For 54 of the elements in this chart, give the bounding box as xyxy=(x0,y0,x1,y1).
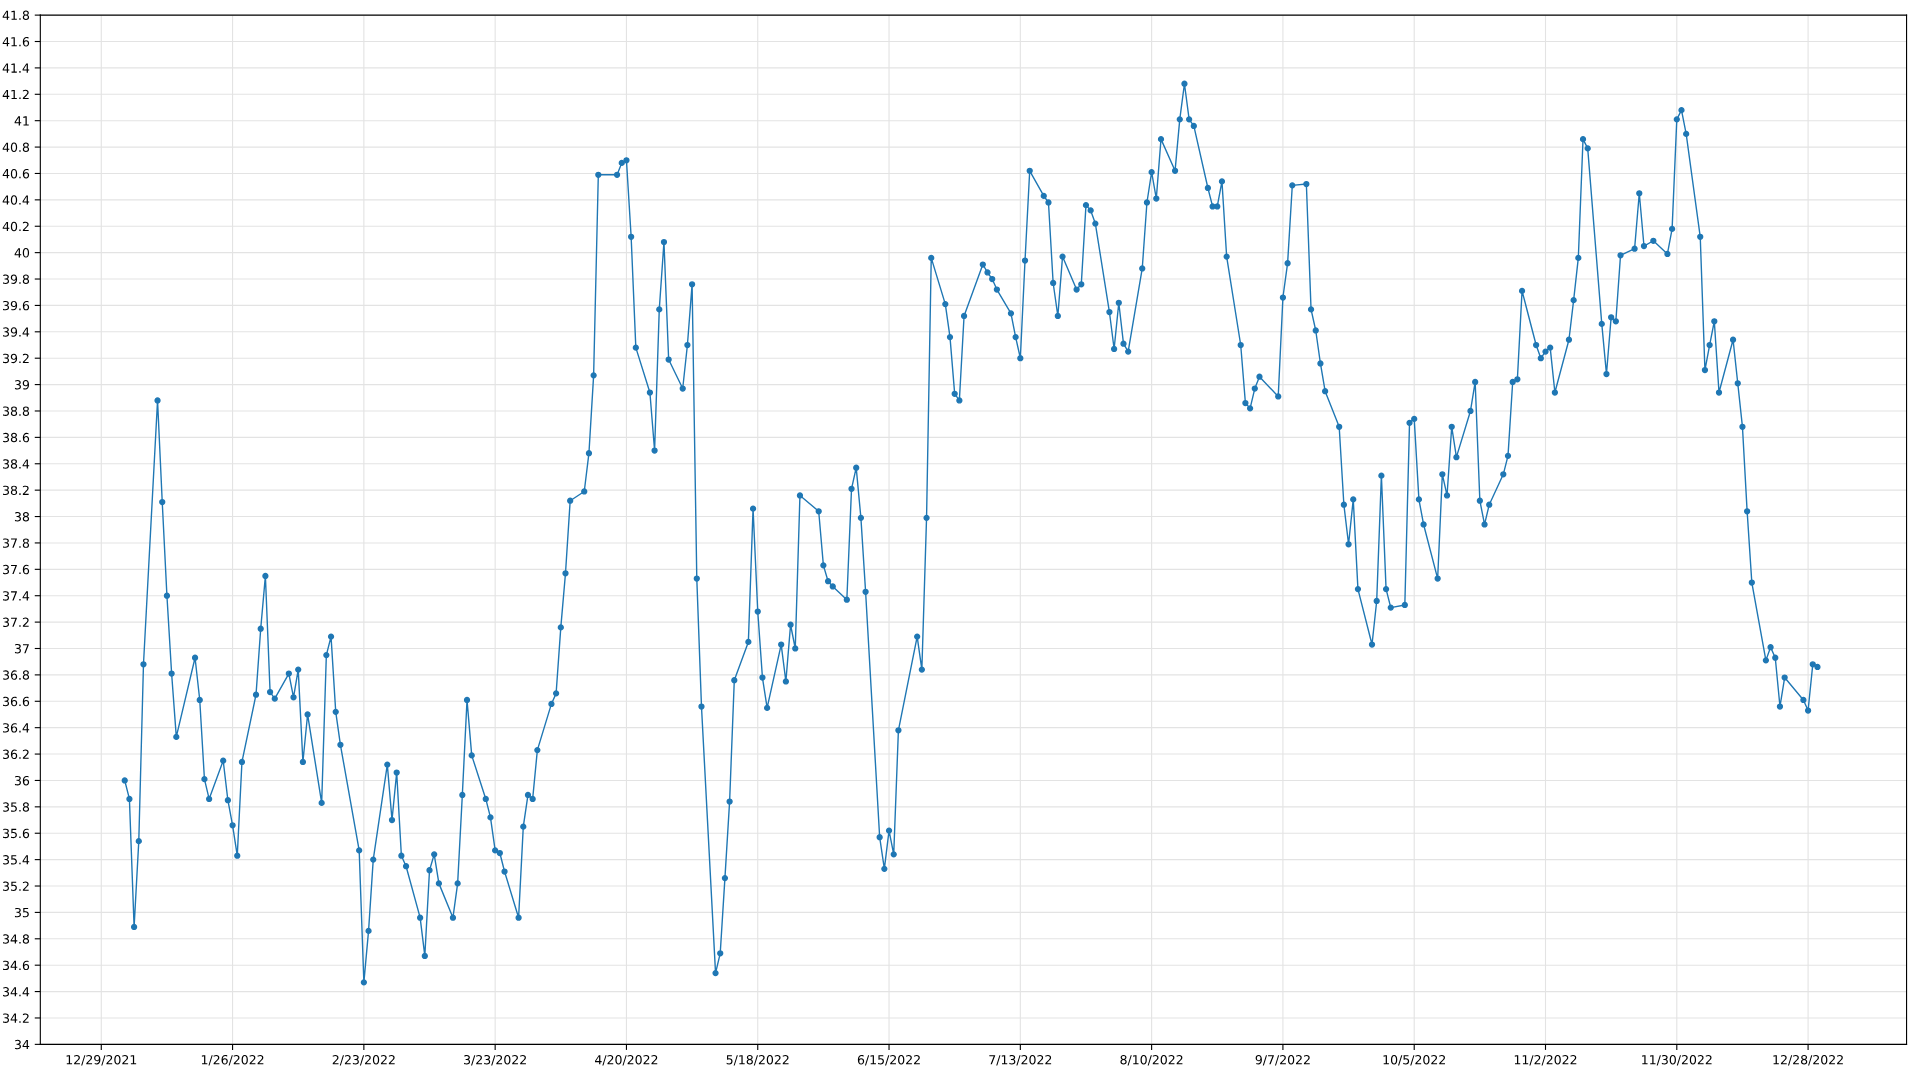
y-tick-label: 37.8 xyxy=(3,538,30,548)
y-tick-label: 36.6 xyxy=(3,696,30,707)
y-tick-label: 35 xyxy=(14,907,29,918)
x-tick-label: 3/23/2022 xyxy=(464,1055,526,1066)
y-tick-label: 36 xyxy=(14,775,30,786)
y-tick-label: 38.6 xyxy=(3,432,30,443)
y-tick-label: 35.4 xyxy=(3,855,30,865)
y-tick-label: 34.4 xyxy=(3,987,30,997)
y-tick-label: 40.6 xyxy=(2,168,30,179)
y-tick-label: 38 xyxy=(14,512,30,522)
y-tick-label: 35.6 xyxy=(3,828,30,839)
y-tick-label: 41.2 xyxy=(2,89,29,100)
y-tick-label: 37.6 xyxy=(3,564,30,575)
y-tick-label: 34.8 xyxy=(3,934,30,944)
y-tick-label: 35.2 xyxy=(3,881,29,891)
x-tick-label: 2/23/2022 xyxy=(332,1055,395,1066)
x-tick-label: 8/10/2022 xyxy=(1120,1055,1183,1066)
y-tick-label: 39.6 xyxy=(3,300,30,311)
y-tick-label: 37 xyxy=(14,643,29,654)
y-tick-label: 38.8 xyxy=(3,406,30,416)
x-tick-label: 12/29/2021 xyxy=(66,1055,137,1066)
y-tick-label: 36.8 xyxy=(3,670,30,680)
x-tick-label: 12/28/2022 xyxy=(1773,1055,1843,1066)
y-tick-label: 36.2 xyxy=(3,749,29,759)
x-tick-label: 4/20/2022 xyxy=(595,1055,658,1066)
y-tick-label: 40.4 xyxy=(2,195,30,205)
x-tick-label: 10/5/2022 xyxy=(1383,1055,1445,1066)
x-tick-label: 11/2/2022 xyxy=(1514,1055,1577,1066)
x-tick-label: 1/26/2022 xyxy=(201,1055,264,1066)
x-tick-label: 6/15/2022 xyxy=(857,1055,920,1066)
y-tick-label: 41.6 xyxy=(2,36,30,47)
y-tick-label: 39.8 xyxy=(3,274,30,284)
y-tick-label: 40.8 xyxy=(2,142,30,152)
y-tick-label: 37.4 xyxy=(3,591,30,601)
y-tick-label: 40 xyxy=(14,248,30,258)
y-tick-label: 36.4 xyxy=(3,723,30,733)
x-tick-label: 5/18/2022 xyxy=(726,1055,789,1066)
y-tick-label: 38.2 xyxy=(3,485,29,496)
x-tick-label: 11/30/2022 xyxy=(1642,1055,1712,1066)
y-tick-label: 39.2 xyxy=(3,353,29,364)
x-tick-label: 7/13/2022 xyxy=(989,1055,1052,1066)
y-tick-label: 41.8 xyxy=(2,10,30,21)
y-tick-label: 34.2 xyxy=(3,1013,29,1023)
y-tick-label: 37.2 xyxy=(3,617,29,628)
y-tick-label: 41 xyxy=(14,116,29,126)
y-tick-label: 41.4 xyxy=(2,63,30,73)
y-tick-label: 34.6 xyxy=(3,960,30,971)
y-tick-label: 35.8 xyxy=(3,802,30,812)
y-tick-label: 38.4 xyxy=(3,459,30,469)
y-tick-label: 39 xyxy=(14,380,30,390)
y-tick-label: 34 xyxy=(14,1039,30,1050)
y-tick-label: 39.4 xyxy=(3,327,30,337)
y-tick-label: 40.2 xyxy=(2,221,29,232)
x-tick-label: 9/7/2022 xyxy=(1255,1055,1310,1066)
